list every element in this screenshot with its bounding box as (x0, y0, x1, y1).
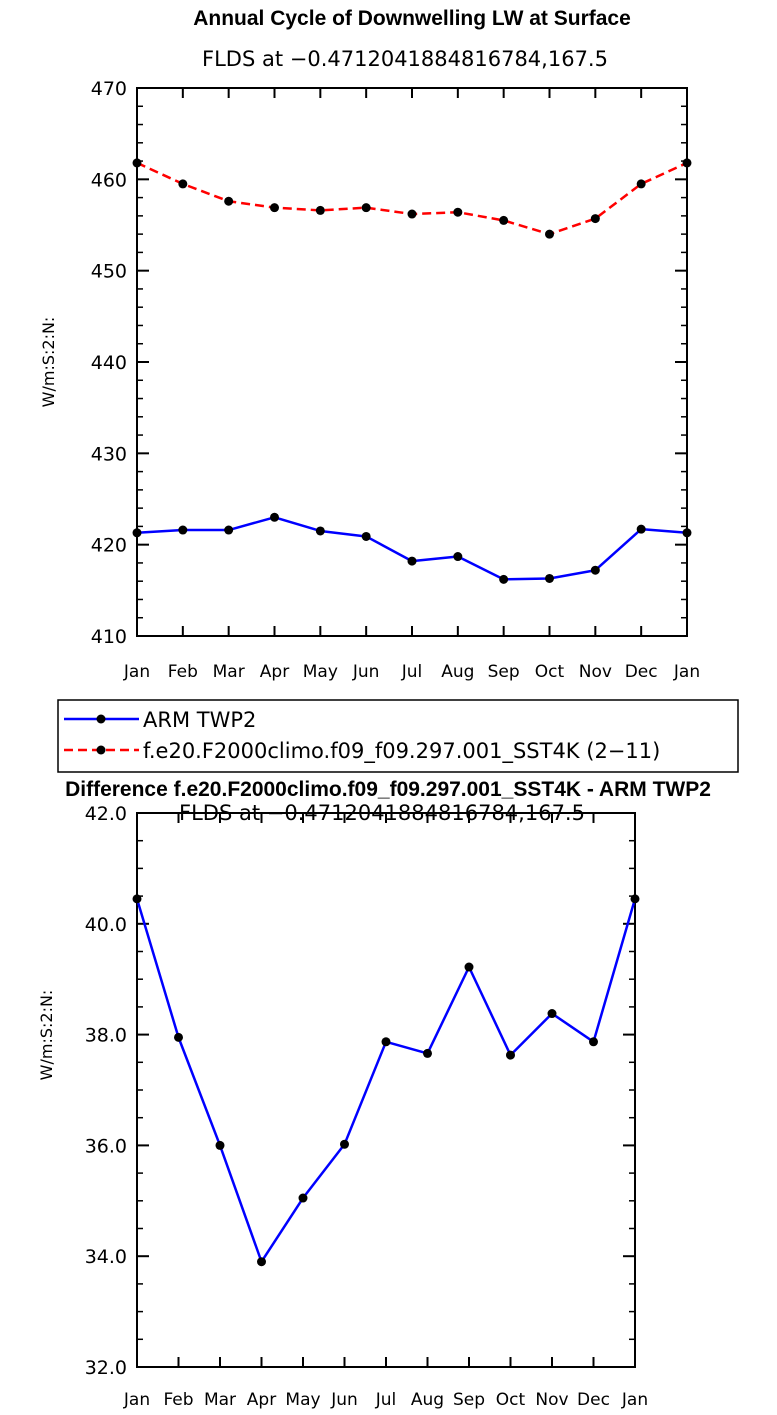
chart-2-series-1-point (298, 1193, 308, 1203)
chart-1-series-1-point (132, 528, 142, 538)
chart-2-x-tick-label: Sep (453, 1390, 485, 1410)
chart-1-x-tick-label: May (303, 662, 338, 682)
chart-2: Difference f.e20.F2000climo.f09_f09.297.… (37, 778, 711, 1410)
chart-1-y-tick-label: 410 (91, 626, 127, 648)
chart-2-series-1-point (464, 962, 474, 972)
chart-2-x-tick-label: Jul (375, 1390, 397, 1410)
chart-1-series-1-point (407, 556, 417, 566)
chart-1-series-2-point (178, 179, 188, 189)
chart-2-series-1-point (423, 1048, 432, 1058)
chart-1-series-1-point (545, 573, 554, 583)
chart-1-x-tick-label: Nov (579, 662, 612, 682)
chart-1-y-tick-label: 450 (91, 261, 127, 283)
chart-2-y-tick-label: 42.0 (85, 803, 127, 825)
chart-2-series-1-point (506, 1050, 515, 1060)
chart-2-x-tick-label: Nov (535, 1390, 568, 1410)
chart-1-x-tick-label: Mar (213, 662, 245, 682)
chart-1-series-1-point (270, 512, 279, 522)
chart-1-x-tick-label: Oct (535, 662, 565, 682)
chart-1-series-2-point (315, 205, 325, 215)
chart-1-subtitle: FLDS at −0.4712041884816784,167.5 (202, 47, 608, 71)
chart-2-x-tick-label: Feb (163, 1390, 193, 1410)
chart-1-y-tick-label: 430 (91, 443, 127, 465)
legend-frame (57, 699, 739, 773)
legend-marker-model (96, 745, 106, 755)
chart-2-y-tick-label: 32.0 (85, 1357, 127, 1379)
chart-2-y-tick-label: 40.0 (85, 914, 127, 936)
chart-1-series-1-point (361, 531, 371, 541)
chart-1-series-2-point (224, 196, 234, 206)
chart-1-x-tick-label: Aug (441, 662, 474, 682)
chart-2-x-tick-label: May (285, 1390, 320, 1410)
legend-marker-arm (96, 714, 106, 724)
chart-1-series-1-point (682, 528, 692, 538)
chart-1-plot-frame (136, 87, 688, 637)
chart-1-series-2-point (361, 203, 371, 213)
chart-1-series-1-point (224, 525, 234, 535)
chart-2-x-tick-label: Apr (247, 1390, 276, 1410)
chart-1-series-2-point (682, 158, 692, 168)
chart-1-x-tick-label: Dec (625, 662, 658, 682)
chart-2-series-1-point (174, 1032, 183, 1042)
chart-1-series-1-point (636, 524, 646, 534)
chart-2-x-tick-label: Mar (204, 1390, 236, 1410)
chart-2-series-1-point (589, 1037, 598, 1047)
chart-1-x-tick-label: Jan (123, 662, 150, 682)
chart-1-series-2-point (270, 203, 279, 213)
chart-1-series-2-point (590, 214, 600, 224)
chart-1-y-tick-label: 420 (91, 535, 127, 557)
chart-1-series-2-point (499, 215, 509, 225)
chart-2-series-1-point (381, 1037, 391, 1047)
chart-2-series-1-point (257, 1257, 266, 1267)
chart-1-series-1-point (590, 565, 600, 575)
chart-1-legend: ARM TWP2 f.e20.F2000climo.f09_f09.297.00… (57, 699, 739, 773)
chart-1-series-1-point (453, 552, 463, 562)
chart-1-x-tick-label: Sep (488, 662, 520, 682)
chart-1-series-2-point (453, 207, 463, 217)
chart-1-x-tick-label: Jan (673, 662, 700, 682)
chart-2-x-tick-label: Aug (411, 1390, 444, 1410)
chart-2-y-tick-label: 38.0 (85, 1025, 127, 1047)
chart-1-x-tick-label: Jul (401, 662, 423, 682)
legend-label-arm: ARM TWP2 (143, 708, 256, 732)
chart-1-series-1-point (499, 574, 509, 584)
chart-2-series-1-point (215, 1140, 225, 1150)
chart-1-series-1-point (315, 526, 325, 536)
chart-1-x-tick-label: Jun (352, 662, 380, 682)
chart-2-series-1-point (630, 894, 640, 904)
chart-2-x-tick-label: Jan (123, 1390, 150, 1410)
legend-label-model: f.e20.F2000climo.f09_f09.297.001_SST4K (… (143, 739, 660, 764)
chart-1-series-2-point (407, 209, 417, 219)
chart-1-y-axis-label: W/m:S:2:N: (39, 317, 58, 408)
chart-1-series-2-line (136, 161, 688, 236)
chart-1-series-2-point (545, 229, 554, 239)
chart-2-y-tick-label: 36.0 (85, 1135, 127, 1157)
chart-1-series-1-point (178, 525, 188, 535)
chart-1-y-tick-label: 470 (91, 78, 127, 100)
chart-2-title: Difference f.e20.F2000climo.f09_f09.297.… (65, 778, 711, 801)
chart-1: Annual Cycle of Downwelling LW at Surfac… (39, 7, 700, 682)
chart-1-series-1-line (136, 516, 688, 581)
chart-1-x-tick-label: Feb (168, 662, 198, 682)
chart-1-y-tick-label: 460 (91, 169, 127, 191)
chart-2-x-tick-label: Oct (496, 1390, 526, 1410)
chart-2-series-1-point (340, 1139, 349, 1149)
chart-2-series-1-point (132, 894, 142, 904)
chart-2-y-tick-label: 34.0 (85, 1246, 127, 1268)
chart-2-y-axis-label: W/m:S:2:N: (37, 990, 56, 1081)
chart-2-series-1-point (547, 1009, 557, 1019)
chart-1-y-tick-label: 440 (91, 352, 127, 374)
chart-2-series-1-line (135, 898, 637, 1263)
chart-2-x-tick-label: Dec (577, 1390, 610, 1410)
chart-1-title: Annual Cycle of Downwelling LW at Surfac… (193, 7, 631, 30)
chart-1-series-2-point (132, 158, 142, 168)
chart-2-x-tick-label: Jun (330, 1390, 358, 1410)
chart-2-x-tick-label: Jan (621, 1390, 648, 1410)
chart-2-plot-frame (136, 812, 636, 1368)
chart-1-series-2-point (636, 179, 646, 189)
chart-1-x-tick-label: Apr (260, 662, 289, 682)
